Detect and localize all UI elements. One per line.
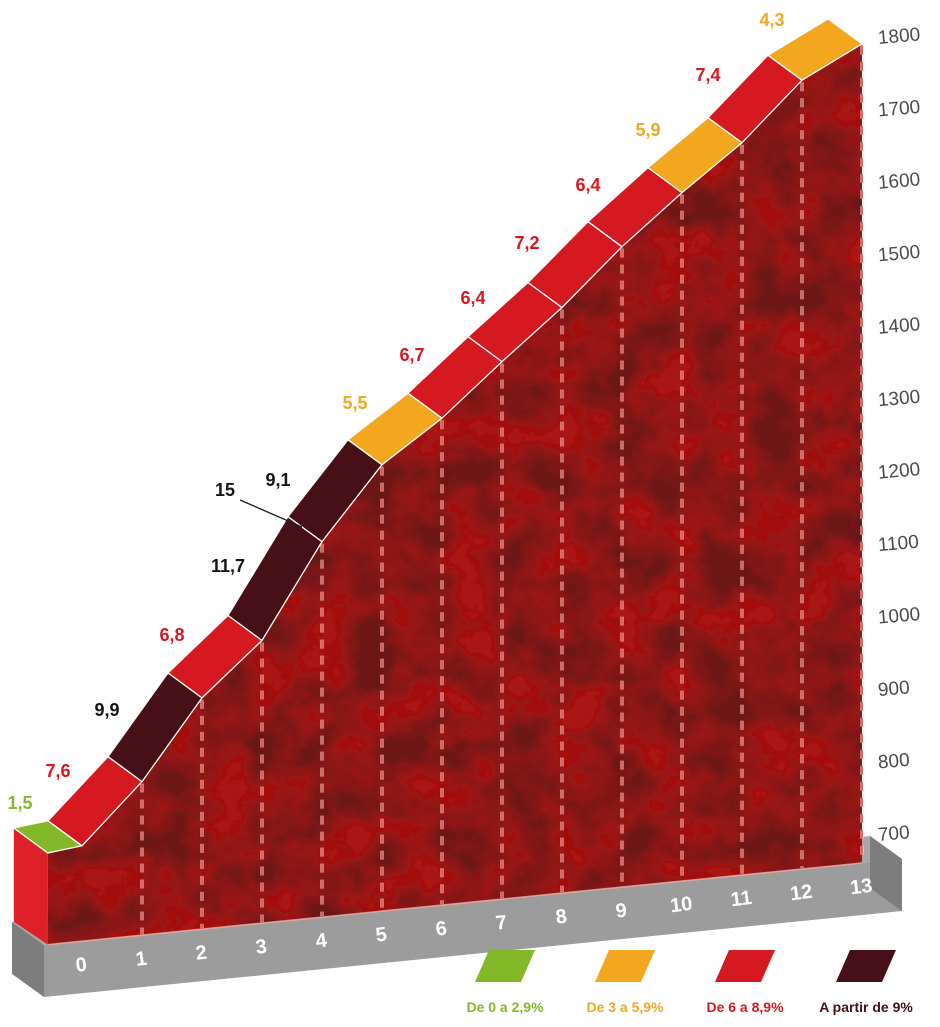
- legend-label: De 6 a 8,9%: [706, 999, 784, 1015]
- legend-swatch: [595, 950, 655, 982]
- elevation-tick-label: 1600: [877, 169, 921, 194]
- legend-label: De 3 a 5,9%: [586, 999, 664, 1015]
- mountain-front-face: [47, 43, 863, 945]
- elevation-tick-label: 1100: [877, 532, 920, 556]
- legend-swatch: [475, 950, 535, 982]
- gradient-label: 7,2: [514, 233, 539, 253]
- elevation-tick-label: 900: [877, 677, 910, 701]
- legend: De 0 a 2,9% De 3 a 5,9% De 6 a 8,9% A parti…: [466, 950, 913, 1015]
- max-gradient-callout-line: [239, 499, 303, 528]
- gradient-label: 6,4: [575, 175, 600, 195]
- mountain-left-face: [13, 828, 48, 945]
- gradient-label: 11,7: [211, 556, 245, 576]
- gradient-ribbon: [13, 18, 863, 854]
- gradient-label: 7,6: [45, 761, 70, 781]
- base-right-cap: [870, 836, 902, 911]
- gradient-label: 6,4: [460, 288, 485, 308]
- textured-faces: [47, 18, 863, 945]
- max-gradient-label: 15: [215, 480, 235, 500]
- elevation-tick-label: 1500: [877, 242, 921, 267]
- gradient-label: 5,5: [342, 393, 367, 413]
- base-edge-highlight: [47, 862, 863, 946]
- gradient-label: 1,5: [7, 793, 32, 813]
- km-tick-label: 1: [134, 948, 148, 971]
- km-tick-label: 0: [74, 954, 88, 977]
- elevation-tick-label: 800: [877, 750, 910, 774]
- base-front-face: [44, 859, 902, 997]
- km-tick-label: 2: [194, 942, 208, 965]
- elevation-tick-label: 1800: [877, 24, 921, 49]
- gradient-label: 7,4: [695, 65, 720, 85]
- elevation-tick-label: 1300: [877, 387, 921, 412]
- km-tick-label: 7: [494, 912, 508, 935]
- gradient-label: 9,1: [265, 470, 290, 490]
- gradient-labels: 1,5 7,6 9,9 6,8 11,7 9,1 5,5 6,7 6,4 7,2 6,4 5,9 7,4…: [7, 10, 784, 813]
- gradient-label: 6,7: [399, 345, 424, 365]
- elevation-axis: 1800 1700 1600 1500 1400 1300 1200 1100 1000 900 8…: [877, 24, 921, 846]
- mountain-right-face: [828, 18, 862, 863]
- km-tick-label: 9: [614, 900, 628, 923]
- base-left-cap: [12, 922, 44, 997]
- legend-label: De 0 a 2,9%: [466, 999, 544, 1015]
- km-tick-label: 5: [374, 924, 388, 947]
- gradient-label: 5,9: [635, 120, 660, 140]
- km-tick-label: 4: [314, 929, 329, 952]
- gradient-label: 9,9: [94, 700, 119, 720]
- gradient-label: 4,3: [759, 10, 784, 30]
- km-tick-label: 12: [789, 881, 814, 906]
- ribbon-segment: [767, 18, 863, 81]
- km-tick-label: 13: [849, 875, 874, 900]
- legend-swatch: [715, 950, 775, 982]
- km-tick-label: 6: [434, 918, 448, 941]
- elevation-tick-label: 1700: [877, 97, 921, 122]
- km-tick-label: 10: [669, 893, 694, 918]
- elevation-tick-label: 700: [877, 822, 910, 846]
- km-tick-label: 8: [554, 906, 568, 929]
- gradient-label: 6,8: [159, 625, 184, 645]
- elevation-tick-label: 1200: [877, 459, 921, 484]
- elevation-tick-label: 1400: [877, 314, 921, 339]
- km-tick-label: 3: [254, 936, 268, 959]
- km-gridlines: [140, 45, 864, 935]
- mountain-body: [13, 18, 863, 946]
- legend-swatch: [836, 950, 896, 982]
- km-tick-label: 11: [729, 887, 753, 911]
- elevation-tick-label: 1000: [877, 604, 921, 629]
- legend-label: A partir de 9%: [819, 999, 913, 1015]
